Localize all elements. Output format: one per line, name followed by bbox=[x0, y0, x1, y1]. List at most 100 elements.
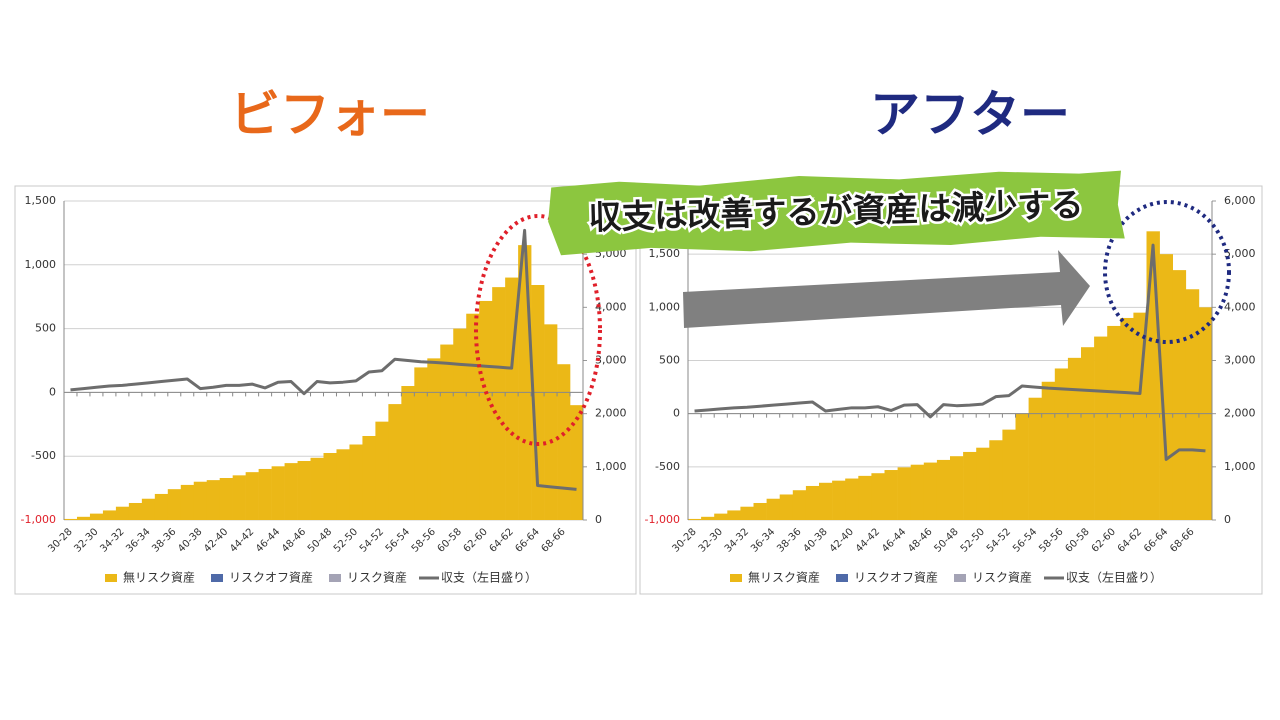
highlight-circle bbox=[474, 214, 602, 446]
bar bbox=[1081, 347, 1095, 520]
bar bbox=[349, 444, 363, 520]
y2-tick-label: 1,000 bbox=[595, 460, 627, 473]
bar bbox=[819, 482, 833, 520]
bar bbox=[76, 516, 91, 520]
y-tick-label: 1,000 bbox=[25, 258, 57, 271]
y2-tick-label: 3,000 bbox=[1224, 354, 1256, 367]
bar bbox=[1041, 381, 1056, 520]
bar bbox=[64, 518, 78, 520]
bar bbox=[557, 364, 571, 520]
bar bbox=[1028, 397, 1042, 520]
bar bbox=[1015, 413, 1029, 520]
bar bbox=[310, 457, 324, 520]
bar bbox=[388, 404, 402, 520]
bar bbox=[180, 484, 195, 520]
bar bbox=[401, 386, 415, 520]
bar bbox=[871, 473, 885, 520]
y2-tick-label: 2,000 bbox=[595, 407, 627, 420]
legend-label: リスク資産 bbox=[347, 570, 407, 585]
bar bbox=[193, 481, 208, 520]
y2-tick-label: 0 bbox=[595, 513, 602, 526]
bar bbox=[792, 490, 807, 520]
y2-tick-label: 0 bbox=[1224, 513, 1231, 526]
bar bbox=[740, 506, 754, 520]
bar bbox=[453, 328, 467, 520]
y-tick-label: 500 bbox=[659, 354, 680, 367]
bar bbox=[688, 518, 702, 520]
y-tick-label: 1,500 bbox=[649, 247, 681, 260]
bar bbox=[832, 480, 846, 520]
bar bbox=[989, 440, 1003, 520]
bar bbox=[115, 506, 130, 520]
bar bbox=[414, 367, 428, 520]
bar bbox=[1159, 254, 1173, 520]
line bbox=[70, 228, 577, 491]
highlight-circle bbox=[1103, 200, 1231, 344]
y2-tick-label: 1,000 bbox=[1224, 460, 1256, 473]
bar bbox=[963, 451, 977, 520]
bar bbox=[779, 494, 794, 520]
bar bbox=[219, 477, 233, 520]
bar bbox=[897, 467, 911, 520]
bar bbox=[1002, 429, 1016, 520]
bar bbox=[245, 472, 259, 520]
bar bbox=[128, 502, 143, 520]
arrow bbox=[683, 250, 1090, 328]
bar bbox=[362, 435, 376, 520]
bar bbox=[479, 300, 493, 520]
banner: 収支は改善するが資産は減少する bbox=[548, 170, 1125, 256]
y2-tick-label: 2,000 bbox=[1224, 407, 1256, 420]
bar bbox=[858, 475, 872, 520]
bar bbox=[544, 324, 558, 520]
y2-tick-label: 4,000 bbox=[595, 300, 627, 313]
line bbox=[694, 243, 1206, 461]
bar bbox=[1146, 231, 1160, 520]
y-tick-label: -500 bbox=[655, 460, 680, 473]
legend-label: リスク資産 bbox=[972, 570, 1032, 585]
banner-shape bbox=[548, 170, 1125, 256]
y-tick-label: -1,000 bbox=[645, 513, 680, 526]
legend-marker bbox=[329, 574, 341, 582]
y-tick-label: -500 bbox=[31, 449, 56, 462]
y2-tick-label: 4,000 bbox=[1224, 300, 1256, 313]
bar bbox=[531, 285, 545, 520]
bar bbox=[701, 516, 715, 520]
bar bbox=[375, 421, 389, 520]
legend-label: 無リスク資産 bbox=[123, 570, 195, 585]
legend-label: 収支（左目盛り） bbox=[1066, 570, 1162, 585]
y-tick-label: 0 bbox=[673, 407, 680, 420]
after-heading: アフター bbox=[870, 86, 1070, 144]
y-tick-label: 500 bbox=[35, 322, 56, 335]
bar bbox=[258, 468, 272, 520]
bar bbox=[336, 449, 350, 520]
legend-marker bbox=[836, 574, 848, 582]
bar bbox=[232, 475, 246, 520]
legend-label: 無リスク資産 bbox=[748, 570, 820, 585]
bar bbox=[1172, 270, 1187, 520]
y-tick-label: -1,000 bbox=[21, 513, 56, 526]
bar bbox=[936, 459, 951, 520]
y-tick-label: 0 bbox=[49, 385, 56, 398]
bar bbox=[884, 470, 898, 520]
bar bbox=[1185, 289, 1200, 520]
bar bbox=[845, 478, 859, 520]
bar bbox=[1054, 368, 1069, 520]
bar bbox=[570, 405, 584, 520]
legend-marker bbox=[105, 574, 117, 582]
bar bbox=[284, 463, 298, 520]
bar bbox=[297, 460, 311, 520]
bar bbox=[206, 480, 220, 520]
bar bbox=[427, 358, 441, 520]
y-tick-label: 1,500 bbox=[25, 194, 57, 207]
bar bbox=[492, 287, 506, 520]
y2-tick-label: 5,000 bbox=[1224, 247, 1256, 260]
bar bbox=[976, 447, 990, 520]
bar bbox=[805, 485, 820, 520]
bar bbox=[102, 510, 117, 520]
bar bbox=[714, 513, 728, 520]
bar bbox=[1120, 317, 1134, 520]
bar bbox=[910, 464, 925, 520]
bar bbox=[271, 466, 285, 520]
bar bbox=[323, 453, 337, 520]
